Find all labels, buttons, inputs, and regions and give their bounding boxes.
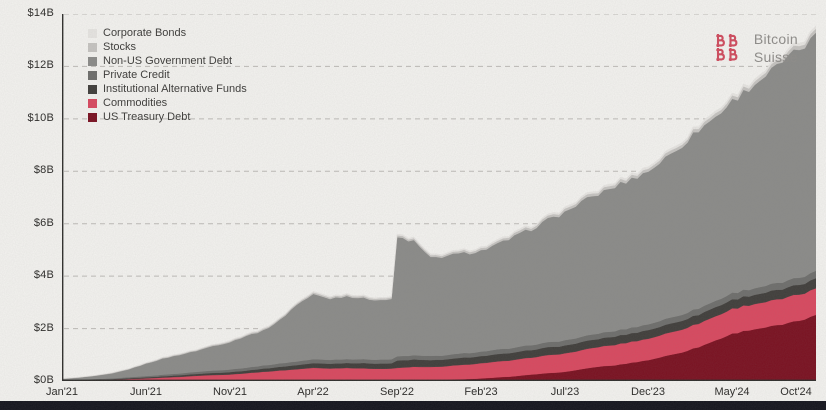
x-tick-label: Sep'22 [380, 386, 414, 398]
legend-label: US Treasury Debt [103, 111, 191, 123]
legend-item: Stocks [88, 41, 247, 54]
legend-swatch [88, 85, 97, 94]
y-tick-label: $10B [27, 112, 54, 124]
bottom-bar [0, 401, 826, 410]
y-tick-label: $6B [33, 217, 54, 229]
legend-item: Institutional Alternative Funds [88, 83, 247, 96]
legend-label: Corporate Bonds [103, 27, 187, 39]
legend-swatch [88, 113, 97, 122]
legend-item: Corporate Bonds [88, 27, 247, 40]
x-tick-label: Apr'22 [297, 386, 329, 398]
legend-item: Private Credit [88, 69, 247, 82]
y-tick-label: $8B [33, 164, 54, 176]
logo-line2: Suisse [753, 49, 798, 65]
x-tick-label: Jul'23 [550, 386, 580, 398]
x-tick-label: May'24 [714, 386, 750, 398]
legend-label: Private Credit [103, 69, 170, 81]
legend-item: US Treasury Debt [88, 111, 247, 124]
bitcoin-suisse-mark-icon [716, 33, 738, 62]
legend-swatch [88, 71, 97, 80]
y-tick-label: $12B [27, 59, 54, 71]
legend-swatch [88, 43, 97, 52]
logo-line1: Bitcoin [753, 31, 798, 47]
y-tick-label: $14B [27, 7, 54, 19]
logo-wordmark: Bitcoin Suisse [754, 30, 798, 66]
legend-label: Non-US Government Debt [103, 55, 232, 67]
legend-label: Stocks [103, 41, 137, 53]
legend-label: Commodities [103, 97, 168, 109]
bitcoin-suisse-logo: Bitcoin Suisse [715, 30, 798, 66]
y-tick-label: $0B [33, 374, 54, 386]
legend-item: Commodities [88, 97, 247, 110]
legend-item: Non-US Government Debt [88, 55, 247, 68]
y-tick-label: $2B [33, 322, 54, 334]
legend-swatch [88, 99, 97, 108]
y-tick-label: $4B [33, 269, 54, 281]
x-tick-label: Jan'21 [45, 386, 79, 398]
legend-label: Institutional Alternative Funds [103, 83, 247, 95]
x-tick-label: Jun'21 [129, 386, 163, 398]
legend-swatch [88, 29, 97, 38]
x-tick-label: Feb'23 [464, 386, 498, 398]
legend-swatch [88, 57, 97, 66]
x-tick-label: Nov'21 [213, 386, 247, 398]
legend: Corporate Bonds Stocks Non-US Government D… [88, 27, 247, 124]
x-tick-label: Oct'24 [780, 386, 812, 398]
x-tick-label: Dec'23 [631, 386, 665, 398]
